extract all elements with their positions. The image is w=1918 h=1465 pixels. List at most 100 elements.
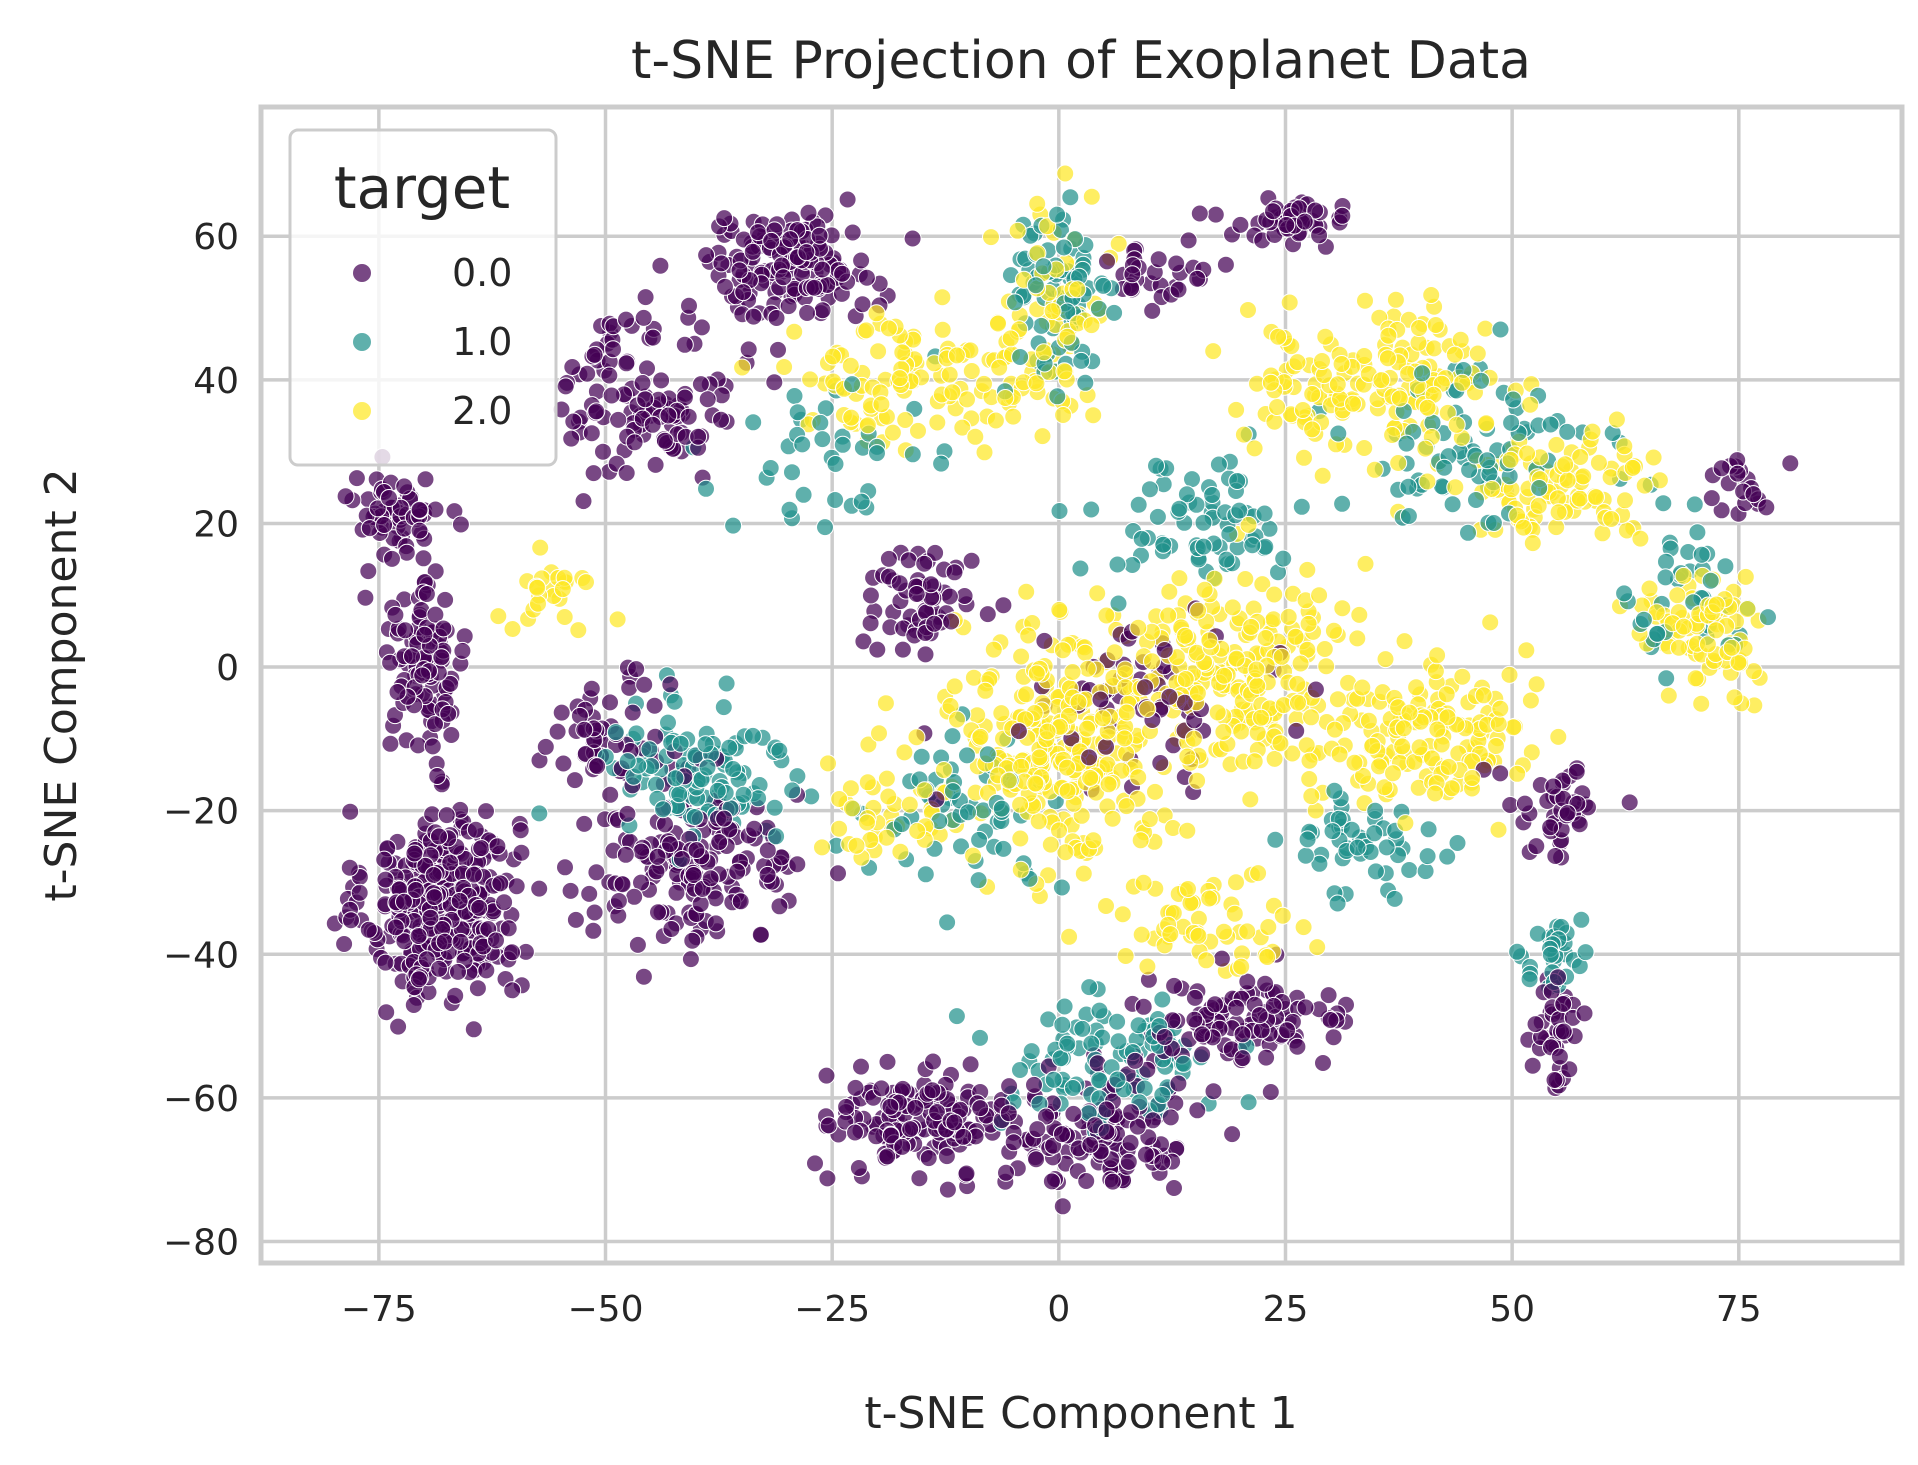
scatter-point (1306, 201, 1325, 220)
scatter-point (665, 692, 684, 711)
scatter-point (667, 883, 686, 902)
scatter-point (1560, 1060, 1579, 1079)
scatter-point (651, 256, 670, 275)
y-axis-label: t-SNE Component 2 (36, 468, 87, 901)
scatter-point (819, 754, 837, 773)
scatter-point (1006, 293, 1024, 312)
scatter-point (1728, 464, 1747, 483)
scatter-point (1426, 784, 1444, 803)
scatter-point (342, 911, 360, 930)
y-axis-ticks: −80 −60 −40 −20 0 20 40 60 (163, 217, 239, 1263)
scatter-point (464, 1020, 483, 1039)
scatter-point (901, 1120, 920, 1139)
scatter-point (617, 464, 636, 482)
scatter-point (1508, 942, 1527, 961)
scatter-point (1712, 459, 1731, 478)
scatter-point (770, 741, 789, 760)
scatter-point (1188, 771, 1207, 790)
scatter-point (1303, 385, 1322, 403)
scatter-point (536, 737, 555, 756)
scatter-point (1230, 501, 1249, 520)
scatter-point (1250, 1006, 1269, 1025)
scatter-point (1248, 676, 1267, 695)
scatter-point (383, 549, 401, 568)
scatter-point (858, 813, 876, 832)
scatter-point (1266, 830, 1285, 849)
scatter-point (1650, 471, 1669, 490)
scatter-point (1071, 559, 1090, 578)
scatter-point (528, 578, 547, 597)
scatter-point (575, 814, 594, 833)
scatter-point (1249, 864, 1268, 883)
scatter-point (455, 627, 474, 646)
scatter-point (1169, 1074, 1188, 1093)
scatter-point (801, 370, 820, 389)
scatter-point (1635, 476, 1654, 495)
scatter-point (937, 1147, 956, 1166)
scatter-point (450, 891, 469, 910)
scatter-point (1193, 1025, 1211, 1044)
scatter-point (561, 881, 580, 900)
scatter-point (1448, 834, 1467, 852)
scatter-point (578, 364, 597, 383)
scatter-point (942, 612, 961, 631)
scatter-point (623, 703, 642, 722)
scatter-point (1508, 764, 1527, 783)
scatter-point (1623, 458, 1642, 477)
scatter-point (1206, 205, 1225, 224)
scatter-point (1570, 489, 1589, 508)
scatter-point (1076, 373, 1095, 392)
scatter-point (1143, 652, 1161, 671)
scatter-point (564, 412, 583, 431)
scatter-point (466, 820, 485, 839)
scatter-point (1004, 1133, 1023, 1152)
scatter-point (989, 314, 1007, 333)
scatter-point (962, 551, 981, 570)
scatter-point (1227, 873, 1245, 892)
scatter-point (1050, 502, 1069, 520)
scatter-point (724, 516, 743, 535)
scatter-point (580, 884, 599, 903)
scatter-point (1155, 1028, 1174, 1046)
scatter-point (1011, 795, 1030, 814)
scatter-point (1445, 345, 1464, 364)
scatter-point (978, 745, 997, 764)
scatter-point (625, 433, 644, 452)
scatter-point (644, 328, 662, 347)
scatter-point (838, 190, 857, 209)
scatter-point (1116, 678, 1135, 697)
scatter-point (1194, 537, 1213, 556)
scatter-point (818, 1169, 837, 1188)
scatter-point (1366, 862, 1385, 881)
scatter-point (1189, 601, 1208, 620)
scatter-point (1432, 735, 1451, 754)
scatter-point (1265, 412, 1284, 431)
scatter-point (797, 243, 816, 262)
scatter-point (1225, 904, 1244, 923)
scatter-point (424, 866, 443, 884)
scatter-point (1589, 453, 1608, 472)
scatter-point (1239, 515, 1258, 534)
x-tick-label: −75 (341, 1289, 417, 1330)
scatter-point (428, 767, 447, 785)
scatter-point (890, 574, 909, 593)
scatter-point (675, 335, 694, 354)
scatter-point (1549, 503, 1568, 522)
scatter-point (1053, 1015, 1072, 1034)
scatter-point (1247, 660, 1266, 679)
scatter-point (691, 895, 710, 913)
scatter-point (1302, 708, 1321, 727)
scatter-point (1554, 995, 1573, 1013)
scatter-point (617, 354, 636, 373)
scatter-point (1129, 768, 1148, 787)
scatter-point (426, 715, 444, 734)
scatter-point (437, 806, 456, 825)
scatter-point (1426, 316, 1445, 334)
scatter-point (556, 858, 574, 877)
scatter-point (670, 785, 689, 804)
scatter-point (1048, 205, 1067, 224)
scatter-point (1310, 226, 1329, 245)
scatter-point (1328, 375, 1347, 394)
scatter-point (359, 920, 378, 939)
scatter-point (890, 369, 909, 388)
